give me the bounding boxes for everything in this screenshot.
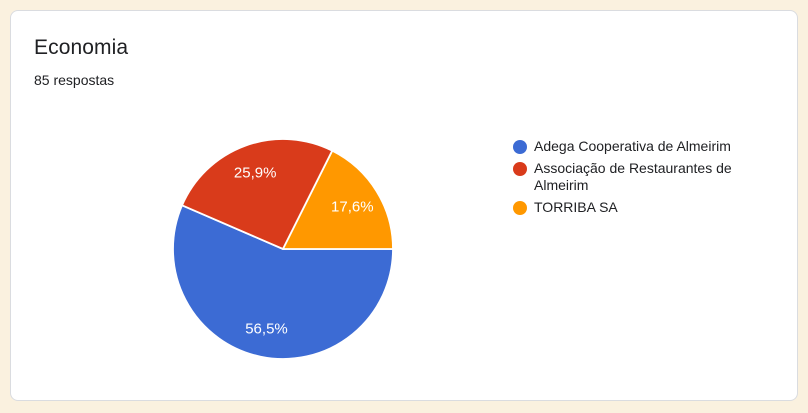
- pie-chart: 56,5% 25,9% 17,6%: [172, 138, 394, 360]
- pie-slice-3[interactable]: [282, 149, 394, 250]
- pie-slice-1[interactable]: [172, 204, 394, 360]
- legend-item: Associação de Restaurantes de Almeirim: [513, 160, 767, 194]
- legend-item: Adega Cooperativa de Almeirim: [513, 138, 767, 155]
- question-summary-card: Economia 85 respostas 56,5% 25,9% 17,6% Ad…: [10, 10, 798, 401]
- legend-item-label: Adega Cooperativa de Almeirim: [534, 138, 731, 154]
- legend-item-label: Associação de Restaurantes de Almeirim: [534, 160, 732, 193]
- chart-legend: Adega Cooperativa de Almeirim Associação…: [513, 138, 767, 216]
- slice-label: 17,6%: [331, 198, 374, 215]
- legend-item-label: TORRIBA SA: [534, 199, 618, 215]
- slice-label: 25,9%: [234, 165, 277, 182]
- legend-color-dot: [513, 200, 527, 215]
- response-count: 85 respostas: [34, 72, 115, 88]
- slice-label: 56,5%: [245, 321, 288, 338]
- pie-slice-2[interactable]: [181, 138, 334, 250]
- legend-color-dot: [513, 161, 527, 176]
- question-title: Economia: [34, 36, 129, 59]
- legend-item: TORRIBA SA: [513, 199, 767, 216]
- legend-color-dot: [513, 139, 527, 154]
